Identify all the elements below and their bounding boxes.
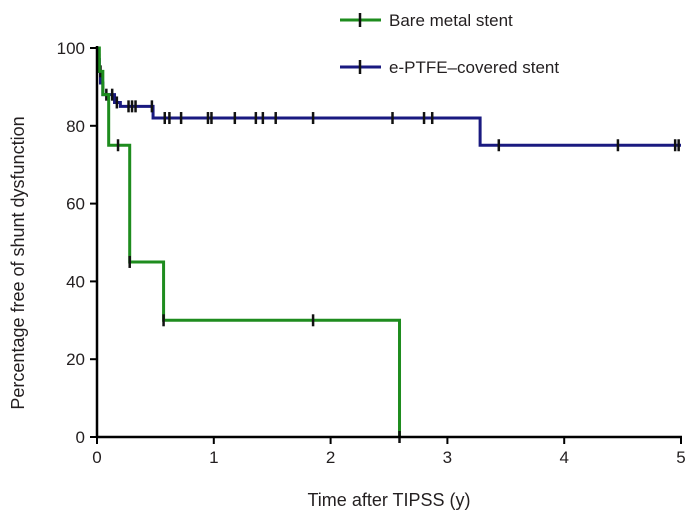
- legend-label-0: Bare metal stent: [389, 11, 513, 30]
- x-tick-label-4: 4: [559, 448, 568, 467]
- y-tick-label-100: 100: [57, 39, 85, 58]
- y-axis-title: Percentage free of shunt dysfunction: [8, 116, 28, 409]
- x-tick-label-5: 5: [676, 448, 685, 467]
- y-tick-label-0: 0: [76, 428, 85, 447]
- axes: 0 20 40 60 80 100 0 1 2 3 4 5: [57, 39, 686, 467]
- plot-curves: [96, 46, 681, 443]
- y-tick-label-20: 20: [66, 350, 85, 369]
- x-tick-label-1: 1: [209, 448, 218, 467]
- x-tick-label-2: 2: [326, 448, 335, 467]
- x-tick-label-0: 0: [92, 448, 101, 467]
- legend-label-1: e-PTFE–covered stent: [389, 58, 559, 77]
- x-axis-title: Time after TIPSS (y): [307, 490, 470, 510]
- y-tick-label-40: 40: [66, 272, 85, 291]
- y-tick-label-80: 80: [66, 117, 85, 136]
- y-tick-label-60: 60: [66, 195, 85, 214]
- x-tick-label-3: 3: [443, 448, 452, 467]
- legend: Bare metal stent e-PTFE–covered stent: [340, 11, 559, 77]
